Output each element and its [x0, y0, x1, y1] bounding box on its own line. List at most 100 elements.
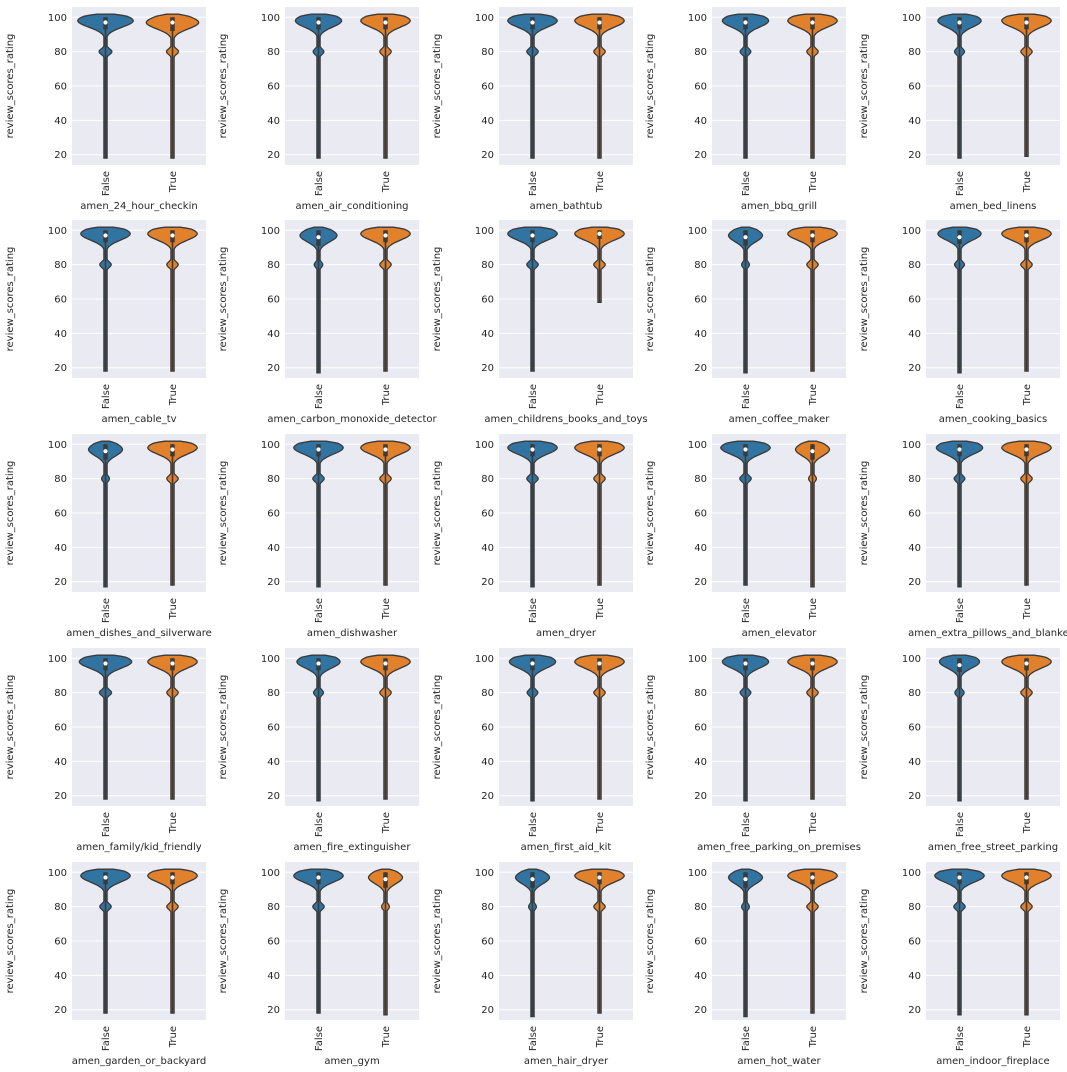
y-tick-label: 40: [267, 329, 280, 340]
median-marker: [597, 231, 602, 236]
x-tick-label: False: [955, 171, 966, 196]
y-tick-label: 80: [54, 688, 67, 699]
y-tick-label: 80: [267, 688, 280, 699]
y-tick-label: 60: [908, 509, 921, 520]
median-marker: [170, 233, 175, 238]
y-tick-label: 60: [267, 509, 280, 520]
y-tick-label: 40: [908, 116, 921, 127]
y-tick-label: 100: [261, 13, 280, 24]
y-tick-label: 60: [481, 723, 494, 734]
y-tick-label: 40: [694, 971, 707, 982]
y-tick-label: 40: [908, 543, 921, 554]
y-tick-label: 40: [54, 116, 67, 127]
median-marker: [316, 661, 321, 666]
x-axis-label: amen_air_conditioning: [295, 201, 408, 212]
x-tick-label: True: [808, 171, 819, 193]
y-axis-label: review_scores_rating: [859, 461, 870, 566]
y-tick-label: 80: [267, 902, 280, 913]
y-tick-label: 100: [475, 13, 494, 24]
x-tick-label: True: [168, 384, 179, 406]
y-tick-label: 60: [267, 723, 280, 734]
y-tick-label: 80: [694, 688, 707, 699]
y-tick-label: 100: [688, 440, 707, 451]
median-marker: [530, 877, 535, 882]
median-marker: [810, 661, 815, 666]
y-tick-label: 60: [908, 82, 921, 93]
y-tick-label: 60: [694, 509, 707, 520]
y-axis-label: review_scores_rating: [645, 675, 656, 780]
y-tick-label: 100: [261, 868, 280, 879]
y-tick-label: 40: [481, 757, 494, 768]
median-marker: [1024, 875, 1029, 880]
y-axis-label: review_scores_rating: [432, 675, 443, 780]
median-marker: [316, 447, 321, 452]
y-tick-label: 100: [261, 440, 280, 451]
x-tick-label: False: [741, 1026, 752, 1051]
y-tick-label: 80: [481, 47, 494, 58]
x-tick-label: True: [381, 812, 392, 834]
median-marker: [957, 663, 962, 668]
y-tick-label: 80: [694, 260, 707, 271]
x-tick-label: False: [955, 1026, 966, 1051]
x-axis-label: amen_bathtub: [530, 201, 603, 212]
median-marker: [1024, 20, 1029, 25]
x-axis-label: amen_free_street_parking: [928, 842, 1058, 853]
y-tick-label: 40: [694, 757, 707, 768]
y-axis-label: review_scores_rating: [5, 675, 16, 780]
median-marker: [383, 661, 388, 666]
x-axis-label: amen_indoor_fireplace: [936, 1056, 1049, 1067]
x-tick-label: True: [381, 171, 392, 193]
x-tick-label: True: [595, 1026, 606, 1048]
y-tick-label: 60: [267, 937, 280, 948]
y-axis-label: review_scores_rating: [859, 247, 870, 352]
y-tick-label: 20: [267, 363, 280, 374]
median-marker: [743, 877, 748, 882]
y-tick-label: 60: [54, 937, 67, 948]
x-tick-label: True: [381, 1026, 392, 1048]
panel-19: 20 40 60 80 100 review_scores_rating False True…: [645, 648, 861, 853]
x-tick-label: False: [101, 812, 112, 837]
x-axis-label: amen_carbon_monoxide_detector: [267, 414, 437, 425]
panel-15: 20 40 60 80 100 review_scores_rating False True…: [859, 434, 1067, 639]
panel-24: 20 40 60 80 100 review_scores_rating False True…: [645, 862, 846, 1067]
y-axis-label: review_scores_rating: [218, 675, 229, 780]
y-tick-label: 40: [908, 757, 921, 768]
x-tick-label: True: [168, 171, 179, 193]
median-marker: [743, 447, 748, 452]
panel-12: 20 40 60 80 100 review_scores_rating False True…: [218, 434, 419, 639]
x-tick-label: True: [808, 384, 819, 406]
y-tick-label: 20: [908, 150, 921, 161]
y-tick-label: 100: [902, 440, 921, 451]
median-marker: [810, 233, 815, 238]
median-marker: [103, 449, 108, 454]
x-axis-label: amen_dishwasher: [307, 628, 398, 639]
y-axis-label: review_scores_rating: [218, 889, 229, 994]
y-tick-label: 80: [481, 902, 494, 913]
y-tick-label: 100: [48, 868, 67, 879]
panel-13: 20 40 60 80 100 review_scores_rating False True…: [432, 434, 633, 639]
x-axis-label: amen_gym: [324, 1056, 379, 1067]
y-tick-label: 60: [908, 723, 921, 734]
y-tick-label: 20: [908, 791, 921, 802]
y-tick-label: 80: [908, 47, 921, 58]
x-tick-label: False: [741, 812, 752, 837]
median-marker: [383, 20, 388, 25]
median-marker: [530, 20, 535, 25]
panel-7: 20 40 60 80 100 review_scores_rating False True…: [218, 220, 438, 425]
panel-21: 20 40 60 80 100 review_scores_rating False True…: [5, 862, 206, 1067]
y-tick-label: 40: [267, 757, 280, 768]
y-axis-label: review_scores_rating: [218, 247, 229, 352]
y-tick-label: 80: [267, 474, 280, 485]
y-tick-label: 20: [481, 791, 494, 802]
y-axis-label: review_scores_rating: [218, 461, 229, 566]
y-tick-label: 20: [267, 150, 280, 161]
x-tick-label: False: [955, 384, 966, 409]
y-axis-label: review_scores_rating: [645, 34, 656, 139]
median-marker: [383, 233, 388, 238]
x-tick-label: True: [381, 384, 392, 406]
median-marker: [1024, 447, 1029, 452]
y-tick-label: 20: [267, 577, 280, 588]
x-tick-label: True: [168, 598, 179, 620]
y-axis-label: review_scores_rating: [5, 247, 16, 352]
x-tick-label: False: [741, 598, 752, 623]
